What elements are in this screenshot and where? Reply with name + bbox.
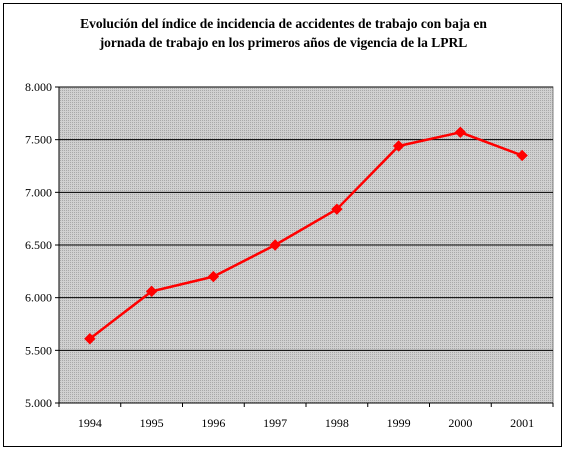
y-axis-tick-labels: 5.000 5.500 6.000 6.500 7.000 7.500 8.000 — [25, 80, 52, 410]
y-tick-label: 6.000 — [25, 291, 52, 305]
data-point-1999 — [392, 140, 405, 152]
data-point-1996 — [207, 270, 220, 283]
series-line — [89, 131, 523, 340]
x-tick-label: 2001 — [510, 416, 534, 430]
data-point-1995 — [145, 285, 158, 298]
data-point-2001 — [516, 149, 528, 162]
data-point-1997 — [269, 239, 281, 251]
x-tick-label: 1996 — [201, 416, 225, 430]
x-tick-label: 1999 — [387, 416, 411, 430]
x-tick-label: 1998 — [325, 416, 349, 430]
chart-title: Evolución del índice de incidencia de ac… — [0, 14, 567, 52]
y-tick-label: 5.000 — [25, 396, 52, 410]
y-tick-label: 7.500 — [25, 133, 52, 147]
x-axis-tick-labels: 1994 1995 1996 1997 1998 1999 2000 2001 — [78, 416, 534, 430]
y-tick-label: 8.000 — [25, 80, 52, 94]
data-point-1994 — [84, 333, 96, 345]
y-tick-label: 6.500 — [25, 238, 52, 252]
data-point-2000 — [454, 126, 467, 139]
data-series — [84, 126, 528, 345]
gridlines — [59, 86, 553, 351]
x-tick-label: 2000 — [448, 416, 472, 430]
x-tick-label: 1997 — [263, 416, 287, 430]
x-tick-label: 1994 — [78, 416, 102, 430]
chart-title-line-1: Evolución del índice de incidencia de ac… — [80, 16, 487, 31]
chart-title-line-2: jornada de trabajo en los primeros años … — [99, 35, 468, 50]
y-tick-label: 5.500 — [25, 343, 52, 357]
x-tick-label: 1995 — [140, 416, 164, 430]
y-tick-label: 7.000 — [25, 185, 52, 199]
axes — [55, 86, 554, 407]
data-point-1998 — [331, 203, 343, 215]
